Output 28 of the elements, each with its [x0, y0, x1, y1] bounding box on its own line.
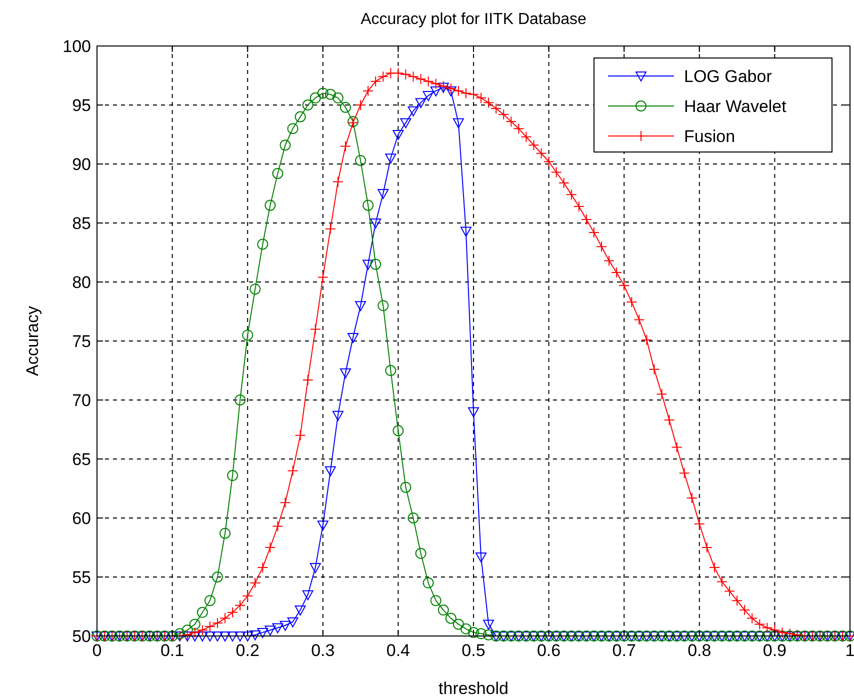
y-tick-label: 55: [72, 568, 91, 587]
y-tick-label: 70: [72, 390, 91, 410]
y-tick-label: 85: [72, 214, 91, 233]
y-axis-title: Accuracy: [23, 306, 42, 376]
y-tick-label: 50: [72, 626, 91, 646]
y-tick-label: 75: [72, 332, 91, 351]
x-tick-label: 1: [845, 641, 854, 660]
y-tick-label: 65: [72, 450, 91, 469]
x-tick-label: 0.4: [386, 641, 410, 660]
y-tick-label: 60: [72, 508, 91, 528]
x-tick-label: 0.5: [462, 641, 486, 660]
x-tick-label: 0.7: [612, 641, 636, 660]
x-axis-title: threshold: [438, 679, 508, 698]
x-tick-label: 0: [92, 641, 102, 660]
x-tick-label: 0.1: [160, 641, 184, 660]
legend-label: Haar Wavelet: [684, 96, 787, 116]
y-tick-label: 90: [72, 154, 91, 174]
x-tick-label: 0.9: [762, 641, 787, 660]
x-tick-label: 0.8: [688, 641, 712, 660]
chart-title: Accuracy plot for IITK Database: [360, 11, 587, 28]
x-tick-label: 0.6: [536, 641, 561, 660]
x-tick-label: 0.2: [236, 641, 260, 660]
legend-label: Fusion: [684, 126, 736, 146]
y-tick-label: 95: [72, 96, 91, 115]
y-tick-label: 100: [62, 36, 91, 56]
y-tick-label: 80: [72, 272, 91, 292]
legend-label: LOG Gabor: [684, 66, 772, 86]
x-tick-label: 0.3: [311, 641, 335, 660]
